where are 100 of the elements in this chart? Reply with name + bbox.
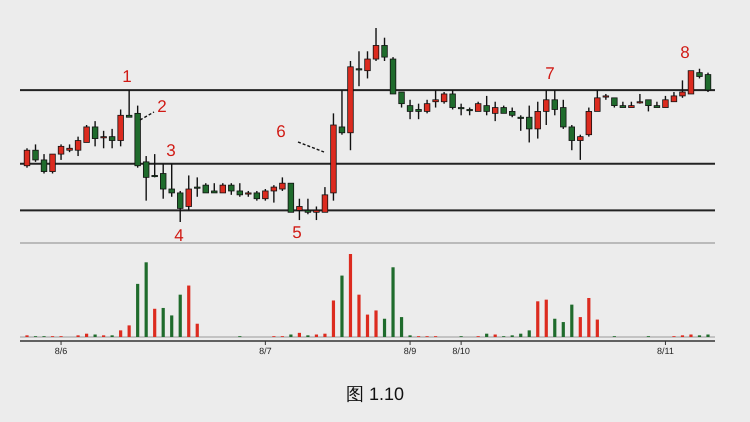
candlestick: [194, 176, 200, 198]
bar: [366, 314, 370, 337]
bar: [374, 310, 378, 337]
candlestick: [322, 186, 328, 213]
annotation: 2: [157, 97, 167, 116]
candlestick: [262, 188, 269, 202]
candlestick: [356, 50, 362, 87]
bar: [553, 318, 556, 337]
candlestick: [304, 198, 312, 215]
candlestick: [526, 104, 532, 144]
bar: [348, 254, 352, 337]
candlestick: [586, 106, 592, 138]
bar: [136, 284, 140, 337]
bar: [562, 322, 565, 337]
candlestick: [364, 50, 371, 80]
candlestick: [662, 95, 669, 108]
bar: [357, 294, 361, 337]
candlestick: [211, 182, 218, 194]
candlestick: [568, 124, 575, 151]
candlestick: [142, 155, 150, 202]
bar: [528, 330, 531, 337]
candlestick: [577, 134, 584, 161]
candlestick: [509, 106, 516, 118]
candlestick: [424, 99, 430, 114]
bar: [153, 308, 156, 337]
x-tick-label: 8/10: [452, 346, 470, 356]
candlestick: [168, 163, 175, 198]
candlestick: [594, 89, 601, 112]
bar: [570, 304, 574, 337]
bar: [196, 324, 199, 337]
bar: [298, 332, 301, 337]
annotation: 1: [122, 67, 132, 86]
candlestick: [483, 95, 490, 116]
candlestick: [492, 101, 498, 122]
bar: [400, 317, 404, 337]
bar: [170, 315, 174, 337]
candlestick: [177, 190, 184, 223]
bar: [544, 300, 548, 337]
candlestick: [279, 176, 286, 192]
candlestick: [313, 206, 320, 221]
candlestick: [518, 114, 524, 132]
candlestick: [202, 182, 209, 194]
bar: [596, 320, 599, 337]
bar: [323, 334, 327, 337]
x-tick-label: 8/6: [54, 346, 68, 356]
bar: [485, 334, 488, 337]
candlestick: [83, 124, 90, 144]
candlestick: [534, 101, 541, 140]
candlestick: [270, 184, 278, 204]
candlestick: [186, 174, 192, 212]
bar: [144, 262, 148, 337]
candlestick: [160, 163, 166, 200]
candlestick: [704, 72, 712, 93]
bar: [382, 318, 386, 337]
candlestick: [236, 182, 244, 198]
candlestick: [381, 37, 388, 62]
bar: [178, 294, 182, 337]
candlestick: [543, 89, 550, 126]
candlestick: [254, 190, 260, 202]
candlestick: [338, 89, 346, 136]
candlestick: [40, 153, 48, 174]
candlestick: [406, 99, 414, 120]
candlestick: [679, 80, 686, 99]
x-tick-label: 8/7: [259, 346, 272, 356]
bar: [187, 286, 190, 337]
text: 5: [292, 223, 302, 242]
bar: [119, 330, 122, 337]
bar: [340, 276, 344, 337]
candlestick: [228, 182, 234, 196]
candlestick: [432, 89, 439, 108]
bar: [332, 300, 336, 337]
caption: 图 1.10: [346, 384, 404, 404]
candlestick: [552, 89, 558, 116]
annotation: 7: [545, 64, 555, 83]
candlestick: [32, 144, 39, 163]
candlestick: [296, 198, 303, 221]
bar: [578, 317, 582, 337]
annotation: 6: [276, 122, 286, 141]
bar: [391, 267, 395, 337]
candlestick: [696, 68, 703, 80]
candlestick: [126, 89, 132, 118]
text: 4: [174, 226, 184, 245]
bar: [128, 325, 131, 337]
candlestick: [645, 99, 652, 112]
candlestick: [440, 91, 448, 104]
candlestick: [58, 144, 64, 161]
candlestick: [415, 102, 422, 120]
candlestick: [220, 182, 226, 194]
bar: [536, 301, 540, 337]
candlestick: [398, 91, 405, 108]
bar: [587, 298, 590, 337]
candlestick: [372, 27, 380, 62]
candlestick: [151, 153, 158, 178]
x-tick-label: 8/11: [657, 346, 674, 356]
candlestick: [458, 102, 464, 116]
bar: [84, 334, 88, 337]
annotation: 8: [680, 43, 690, 62]
candlestick: [611, 97, 618, 108]
candlestick: [449, 89, 456, 110]
candlestick: [100, 130, 107, 149]
